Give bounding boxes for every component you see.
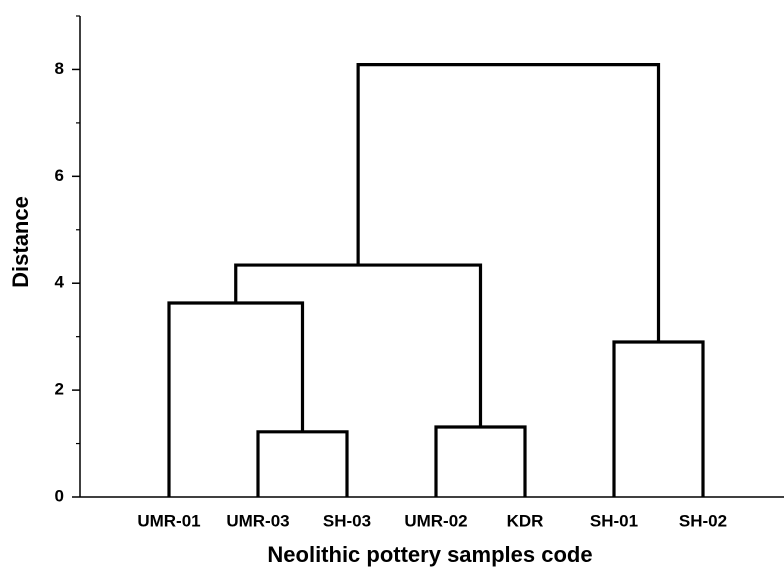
dendrogram-link xyxy=(234,263,483,427)
dendrogram-link xyxy=(167,301,305,497)
leaf-label: SH-02 xyxy=(679,511,727,530)
y-tick-label: 8 xyxy=(55,59,64,78)
leaf-label: UMR-03 xyxy=(226,511,289,530)
y-tick-label: 4 xyxy=(55,273,65,292)
dendrogram-link xyxy=(256,430,349,497)
y-tick-label: 6 xyxy=(55,166,64,185)
leaf-label: SH-01 xyxy=(590,511,638,530)
dendrogram-link xyxy=(356,63,661,343)
y-axis-title: Distance xyxy=(8,196,33,288)
leaf-label: SH-03 xyxy=(323,511,371,530)
y-tick-label: 2 xyxy=(55,380,64,399)
dendrogram-link xyxy=(434,425,527,497)
y-tick-label: 0 xyxy=(55,486,64,505)
leaf-label: UMR-01 xyxy=(137,511,200,530)
dendrogram-link xyxy=(612,340,705,497)
leaf-label: UMR-02 xyxy=(404,511,467,530)
leaf-label: KDR xyxy=(507,511,544,530)
x-axis-title: Neolithic pottery samples code xyxy=(267,542,592,567)
